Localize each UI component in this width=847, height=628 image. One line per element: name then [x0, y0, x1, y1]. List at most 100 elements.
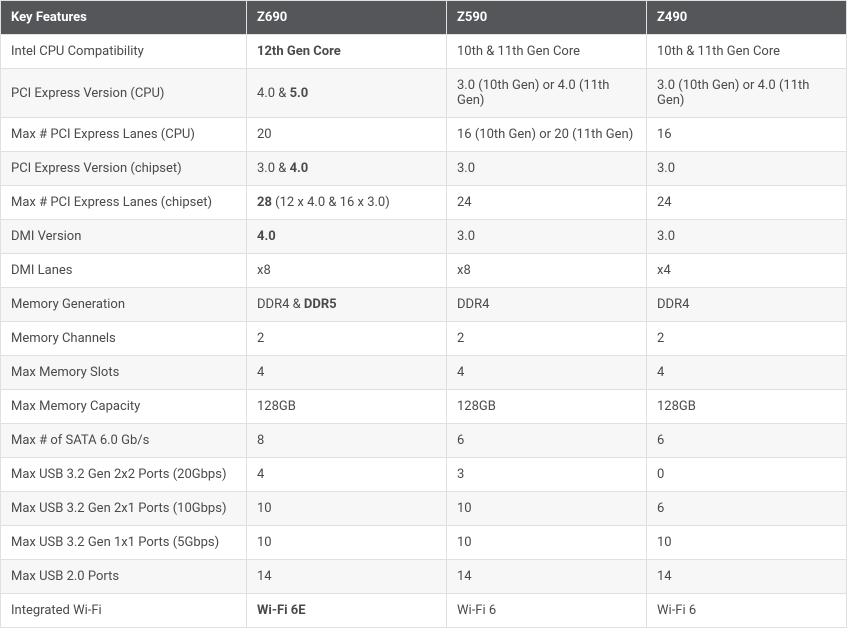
cell-text: 3.0 — [657, 229, 675, 244]
z590-cell: 10 — [447, 492, 647, 526]
cell-text: 3.0 — [657, 161, 675, 176]
cell-text: 20 — [257, 127, 272, 142]
chipset-comparison-table: Key Features Z690 Z590 Z490 Intel CPU Co… — [0, 0, 847, 628]
z590-cell: 2 — [447, 322, 647, 356]
feature-cell: PCI Express Version (chipset) — [1, 152, 247, 186]
cell-text: x8 — [257, 263, 271, 278]
cell-text: 2 — [257, 331, 264, 346]
feature-cell: DMI Version — [1, 220, 247, 254]
cell-text: 0 — [657, 467, 664, 482]
z590-cell: 10th & 11th Gen Core — [447, 35, 647, 69]
z490-cell: 10 — [647, 526, 847, 560]
feature-cell: Memory Generation — [1, 288, 247, 322]
cell-text: 6 — [457, 433, 464, 448]
cell-text: DDR4 — [657, 297, 689, 312]
cell-text: 14 — [657, 569, 672, 584]
z690-cell: 12th Gen Core — [247, 35, 447, 69]
z690-cell: 14 — [247, 560, 447, 594]
z690-cell: 20 — [247, 118, 447, 152]
table-row: Max USB 2.0 Ports141414 — [1, 560, 847, 594]
cell-text: 10th & 11th Gen Core — [457, 44, 580, 59]
feature-cell: Max Memory Slots — [1, 356, 247, 390]
table-row: Max USB 3.2 Gen 2x2 Ports (20Gbps) 4 30 — [1, 458, 847, 492]
z690-cell: 28 (12 x 4.0 & 16 x 3.0) — [247, 186, 447, 220]
cell-text: 16 (10th Gen) or 20 (11th Gen) — [457, 127, 633, 142]
z490-cell: 3.0 — [647, 220, 847, 254]
cell-text: 3.0 (10th Gen) or 4.0 (11th Gen) — [457, 78, 609, 108]
cell-text: 4.0 — [257, 229, 276, 244]
col-header-features: Key Features — [1, 1, 247, 35]
table-row: Intel CPU Compatibility 12th Gen Core 10th… — [1, 35, 847, 69]
z590-cell: 16 (10th Gen) or 20 (11th Gen) — [447, 118, 647, 152]
cell-text: 3.0 & — [257, 161, 290, 176]
z490-cell: DDR4 — [647, 288, 847, 322]
cell-text: DDR5 — [304, 297, 337, 312]
z590-cell: 6 — [447, 424, 647, 458]
cell-text: 14 — [257, 569, 272, 584]
feature-cell: Integrated Wi-Fi — [1, 594, 247, 628]
cell-text: 5.0 — [290, 86, 309, 101]
cell-text: 8 — [257, 433, 264, 448]
cell-text: 2 — [657, 331, 664, 346]
cell-text: 16 — [657, 127, 672, 142]
z690-cell: x8 — [247, 254, 447, 288]
cell-text: 3.0 (10th Gen) or 4.0 (11th Gen) — [657, 78, 809, 108]
z490-cell: 6 — [647, 424, 847, 458]
z590-cell: 3.0 — [447, 152, 647, 186]
cell-text: 10 — [257, 501, 272, 516]
z690-cell: 128GB — [247, 390, 447, 424]
feature-cell: Max Memory Capacity — [1, 390, 247, 424]
feature-cell: Max # of SATA 6.0 Gb/s — [1, 424, 247, 458]
cell-text: 4.0 — [290, 161, 309, 176]
cell-text: 4 — [657, 365, 664, 380]
cell-text: 3.0 — [457, 161, 475, 176]
z490-cell: 10th & 11th Gen Core — [647, 35, 847, 69]
z690-cell: 4 — [247, 356, 447, 390]
col-header-z490: Z490 — [647, 1, 847, 35]
table-row: Integrated Wi-FiWi-Fi 6EWi-Fi 6Wi-Fi 6 — [1, 594, 847, 628]
table-row: Max Memory Capacity128GB128GB128GB — [1, 390, 847, 424]
cell-text: (12 x 4.0 & 16 x 3.0) — [272, 195, 390, 210]
cell-text: 28 — [257, 195, 272, 210]
feature-cell: Max USB 3.2 Gen 2x2 Ports (20Gbps) — [1, 458, 247, 492]
table-row: Max USB 3.2 Gen 1x1 Ports (5Gbps)101010 — [1, 526, 847, 560]
table-row: DMI Version4.03.03.0 — [1, 220, 847, 254]
cell-text: 24 — [457, 195, 472, 210]
z590-cell: DDR4 — [447, 288, 647, 322]
cell-text: Wi-Fi 6 — [457, 603, 496, 618]
z590-cell: x8 — [447, 254, 647, 288]
z690-cell: 10 — [247, 492, 447, 526]
cell-text: 6 — [657, 433, 664, 448]
table-row: PCI Express Version (CPU)4.0 & 5.03.0 (1… — [1, 69, 847, 118]
cell-text: 4.0 & — [257, 86, 290, 101]
feature-cell: Max # PCI Express Lanes (chipset) — [1, 186, 247, 220]
z590-cell: 128GB — [447, 390, 647, 424]
cell-text: 128GB — [457, 399, 496, 414]
feature-cell: Max USB 2.0 Ports — [1, 560, 247, 594]
cell-text: DDR4 & — [257, 297, 304, 312]
z490-cell: 4 — [647, 356, 847, 390]
z690-cell: DDR4 & DDR5 — [247, 288, 447, 322]
z490-cell: 3.0 (10th Gen) or 4.0 (11th Gen) — [647, 69, 847, 118]
cell-text: 128GB — [257, 399, 296, 414]
feature-cell: Intel CPU Compatibility — [1, 35, 247, 69]
cell-text: 24 — [657, 195, 672, 210]
cell-text: 4 — [457, 365, 464, 380]
cell-text: 10 — [457, 535, 472, 550]
cell-text: 10th & 11th Gen Core — [657, 44, 780, 59]
z490-cell: 24 — [647, 186, 847, 220]
z490-cell: 16 — [647, 118, 847, 152]
z690-cell: Wi-Fi 6E — [247, 594, 447, 628]
cell-text: 4 — [257, 365, 264, 380]
z490-cell: x4 — [647, 254, 847, 288]
z490-cell: 6 — [647, 492, 847, 526]
cell-text: 12th Gen Core — [257, 44, 341, 59]
z590-cell: 3.0 (10th Gen) or 4.0 (11th Gen) — [447, 69, 647, 118]
cell-text: 4 — [257, 467, 264, 482]
table-row: PCI Express Version (chipset) 3.0 & 4.0 3.… — [1, 152, 847, 186]
table-row: Max # of SATA 6.0 Gb/s 8 6 6 — [1, 424, 847, 458]
col-header-z590: Z590 — [447, 1, 647, 35]
table-row: Max # PCI Express Lanes (chipset)28 (12 … — [1, 186, 847, 220]
z590-cell: 3 — [447, 458, 647, 492]
cell-text: Wi-Fi 6E — [257, 603, 306, 618]
